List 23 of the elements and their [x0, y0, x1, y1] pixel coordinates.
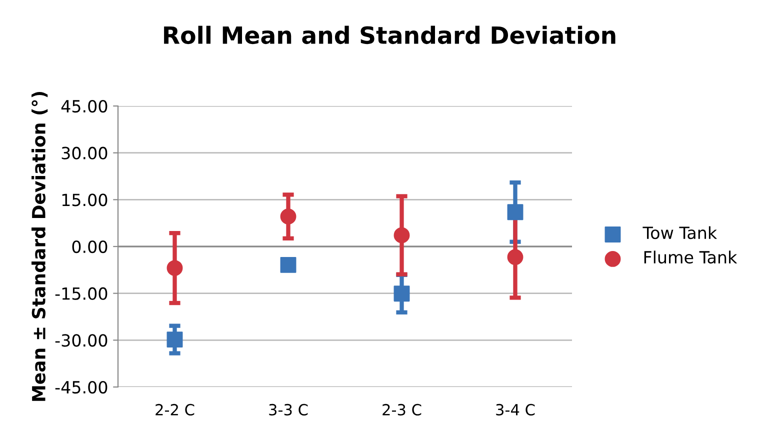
point — [166, 260, 183, 276]
y-tick-label: 15.00 — [62, 194, 108, 206]
y-axis-title: Mean ± Standard Deviation (°) — [32, 92, 48, 401]
x-tick-label: 3-4 C — [496, 404, 535, 416]
y-tick-label: -45.00 — [55, 380, 108, 394]
legend-label: Flume Tank — [644, 250, 738, 264]
point — [280, 256, 296, 273]
y-tick-label: -15.00 — [55, 287, 108, 300]
point — [280, 208, 296, 225]
y-tick-label: 45.00 — [61, 100, 108, 113]
point — [507, 204, 524, 220]
point — [394, 286, 410, 302]
y-tick-label: 30.00 — [62, 146, 108, 160]
legend-label: Tow Tank — [642, 226, 718, 240]
point — [394, 227, 410, 244]
x-tick-label: 3-3 C — [269, 404, 308, 416]
y-tick-label: 0.00 — [72, 240, 108, 254]
point — [507, 249, 524, 266]
x-tick-label: 2-2 C — [156, 404, 194, 416]
y-tick-label: -30.00 — [55, 334, 108, 347]
x-tick-label: 2-3 C — [382, 404, 422, 416]
point — [166, 332, 183, 348]
chart-title: Roll Mean and Standard Deviation — [164, 26, 616, 44]
